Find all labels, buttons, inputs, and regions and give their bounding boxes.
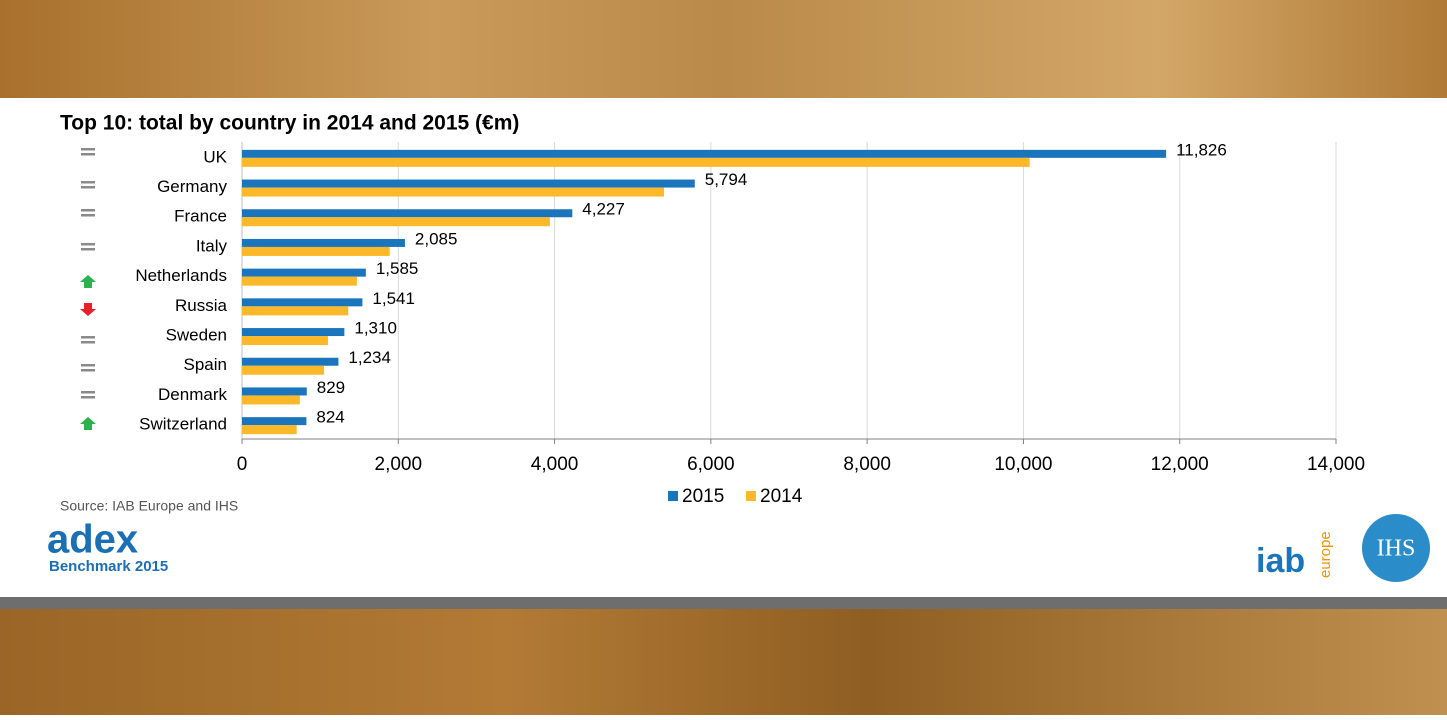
adex-logo: adex <box>47 518 138 562</box>
adex-subtitle: Benchmark 2015 <box>49 558 168 575</box>
legend-swatch <box>746 491 756 501</box>
rank-icons <box>80 148 96 430</box>
x-tick-label: 12,000 <box>1151 454 1209 475</box>
value-label: 4,227 <box>582 200 625 219</box>
ihs-logo: IHS <box>1377 536 1416 562</box>
iab-logo: iab <box>1256 542 1305 580</box>
rank-same <box>81 364 95 372</box>
category-label: France <box>174 207 227 226</box>
bar <box>242 179 695 188</box>
category-label: Italy <box>196 236 228 255</box>
value-label: 5,794 <box>705 170 748 189</box>
x-tick-label: 0 <box>237 454 248 475</box>
category-label: UK <box>203 147 227 166</box>
bar <box>242 276 357 286</box>
panel <box>0 98 1447 597</box>
legend-swatch <box>668 491 678 501</box>
x-tick-label: 6,000 <box>687 454 735 475</box>
x-tick-label: 10,000 <box>994 454 1052 475</box>
bar <box>242 387 307 396</box>
category-label: Netherlands <box>135 266 227 285</box>
bar <box>242 238 405 247</box>
category-label: Russia <box>175 296 228 315</box>
value-label: 1,310 <box>354 319 397 338</box>
bar <box>242 149 1167 158</box>
bar <box>242 209 573 218</box>
value-label: 2,085 <box>415 229 458 248</box>
bar <box>242 157 1030 167</box>
legend-label: 2014 <box>760 486 803 507</box>
background-photo <box>0 0 1447 98</box>
bar <box>242 328 345 337</box>
bar <box>242 425 297 435</box>
bar <box>242 187 664 197</box>
rank-same <box>81 148 95 156</box>
rank-same <box>81 209 95 217</box>
category-label: Spain <box>184 355 227 374</box>
ihs-logo-circle <box>1362 514 1430 582</box>
bar <box>242 306 349 316</box>
category-label: Sweden <box>166 326 227 345</box>
iab-europe: europe <box>1317 531 1334 578</box>
rank-same <box>81 243 95 251</box>
bar <box>242 246 390 256</box>
category-label: Switzerland <box>139 415 227 434</box>
source-note: Source: IAB Europe and IHS <box>60 498 238 514</box>
background-photo <box>0 597 1447 715</box>
bar <box>242 365 325 375</box>
rank-same <box>81 391 95 399</box>
x-tick-label: 8,000 <box>843 454 891 475</box>
bar <box>242 336 328 346</box>
value-label: 824 <box>316 408 344 427</box>
x-tick-label: 4,000 <box>531 454 579 475</box>
value-label: 11,826 <box>1176 140 1227 159</box>
rank-same <box>81 181 95 189</box>
bar <box>242 357 339 366</box>
rank-up <box>80 275 96 288</box>
x-tick-label: 2,000 <box>375 454 423 475</box>
chart-title: Top 10: total by country in 2014 and 201… <box>60 112 519 135</box>
value-label: 1,234 <box>348 348 391 367</box>
panel-shadow <box>0 597 1447 609</box>
legend-label: 2015 <box>682 486 724 507</box>
category-label: Denmark <box>158 385 227 404</box>
rank-up <box>80 417 96 430</box>
value-label: 1,541 <box>372 289 415 308</box>
value-label: 1,585 <box>376 259 419 278</box>
rank-down <box>80 303 96 316</box>
rank-same <box>81 336 95 344</box>
bar <box>242 417 307 426</box>
category-label: Germany <box>157 177 227 196</box>
x-tick-label: 14,000 <box>1307 454 1365 475</box>
bar <box>242 268 366 277</box>
bar <box>242 298 363 307</box>
value-label: 829 <box>317 378 345 397</box>
bar <box>242 217 550 227</box>
bar <box>242 395 300 405</box>
